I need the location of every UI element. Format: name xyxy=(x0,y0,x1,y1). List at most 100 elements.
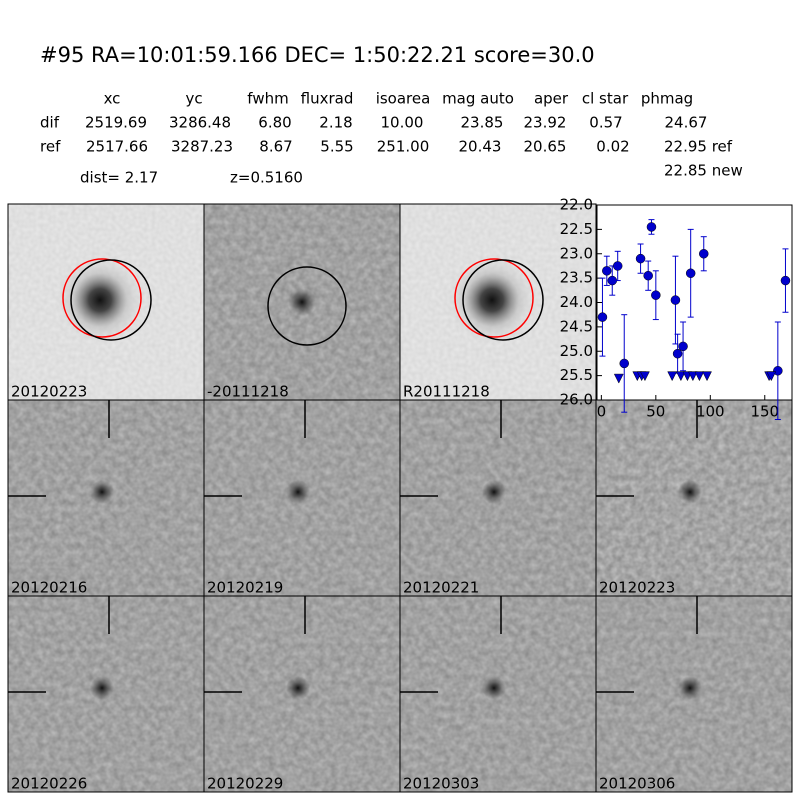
cell: 22.95 ref xyxy=(664,138,733,156)
column-header: xc xyxy=(104,90,121,108)
column-header: mag auto xyxy=(442,90,514,108)
row-label: dif xyxy=(40,114,60,132)
cell: 24.67 xyxy=(665,114,708,132)
circle-red xyxy=(454,258,534,338)
source xyxy=(447,255,537,345)
stamp: -20111218 xyxy=(203,203,401,401)
x-tick-label: 150 xyxy=(750,403,779,421)
detection xyxy=(678,341,688,352)
stamp-label: 20120306 xyxy=(599,775,675,793)
cell: 3287.23 xyxy=(171,138,233,156)
cell: 5.55 xyxy=(320,138,353,156)
dist: dist= 2.17 xyxy=(80,169,158,187)
upper-limit xyxy=(702,371,712,382)
note: 22.85 new xyxy=(664,162,743,180)
cell: 2517.66 xyxy=(86,138,148,156)
y-tick-label: 24.0 xyxy=(560,293,593,311)
stamp-label: 20120229 xyxy=(207,775,283,793)
y-tick-label: 24.5 xyxy=(560,317,593,335)
stamp: 20120226 xyxy=(7,595,205,793)
detection xyxy=(651,290,661,300)
detection xyxy=(602,266,612,276)
detection xyxy=(646,222,657,232)
x-tick-label: 50 xyxy=(646,403,665,421)
cell: 23.92 xyxy=(524,114,567,132)
stamp-label: 20120216 xyxy=(11,579,87,597)
x-tick-label: 0 xyxy=(597,403,607,421)
stamp-label: 20120223 xyxy=(599,579,675,597)
column-header: cl star xyxy=(582,90,629,108)
circle-black xyxy=(267,266,347,346)
detection xyxy=(699,249,709,259)
circle-red xyxy=(62,258,142,338)
cell: 0.02 xyxy=(596,138,629,156)
cell: 10.00 xyxy=(381,114,424,132)
stamp-label: 20120221 xyxy=(403,579,479,597)
stamp-label: 20120303 xyxy=(403,775,479,793)
column-header: aper xyxy=(534,90,569,108)
y-tick-label: 22.0 xyxy=(560,196,593,214)
stamp: 20120223 xyxy=(595,399,793,597)
cell: 6.80 xyxy=(258,114,291,132)
cell: 2519.69 xyxy=(85,114,147,132)
detection xyxy=(685,268,696,278)
upper-limit xyxy=(766,371,777,382)
upper-limit xyxy=(694,371,705,382)
stamp: 20120306 xyxy=(595,595,793,793)
source xyxy=(90,480,114,504)
circle-black xyxy=(462,259,544,341)
source xyxy=(286,676,310,700)
cell: 20.65 xyxy=(524,138,567,156)
source xyxy=(55,255,145,345)
column-header: isoarea xyxy=(376,90,431,108)
stamp: 20120223 xyxy=(7,203,205,401)
source xyxy=(678,676,702,700)
stamp-frame xyxy=(595,595,793,793)
cell: 3286.48 xyxy=(169,114,231,132)
cell: 0.57 xyxy=(589,114,622,132)
detection xyxy=(612,261,623,271)
y-tick-label: 23.5 xyxy=(560,269,593,287)
upper-limit xyxy=(640,371,650,382)
cell: 20.43 xyxy=(459,138,502,156)
upper-limit xyxy=(675,371,686,382)
redshift: z=0.5160 xyxy=(230,169,303,187)
upper-limit xyxy=(613,373,624,384)
cell: 251.00 xyxy=(377,138,430,156)
cell: 23.85 xyxy=(461,114,504,132)
source xyxy=(482,480,506,504)
detection xyxy=(780,275,791,286)
y-tick-label: 25.0 xyxy=(560,342,593,360)
stamp-label: 20120223 xyxy=(11,383,87,401)
stamp-label: R20111218 xyxy=(403,383,490,401)
detection xyxy=(670,295,681,305)
stamp: 20120303 xyxy=(399,595,597,793)
detection xyxy=(773,366,783,376)
detection xyxy=(635,253,646,264)
y-tick-label: 25.5 xyxy=(560,366,593,384)
x-tick-label: 100 xyxy=(696,403,725,421)
cell: 2.18 xyxy=(319,114,352,132)
stamp-label: 20120219 xyxy=(207,579,283,597)
stamp-label: 20120226 xyxy=(11,775,87,793)
stamp: 20120229 xyxy=(203,595,401,793)
detection xyxy=(672,348,683,359)
upper-limit xyxy=(667,371,678,382)
y-tick-label: 22.5 xyxy=(560,220,593,238)
stamp: 20120221 xyxy=(399,399,597,597)
source xyxy=(90,676,114,700)
detection xyxy=(643,270,653,281)
cell: 8.67 xyxy=(259,138,292,156)
y-tick-label: 23.0 xyxy=(560,244,593,262)
source xyxy=(678,480,702,504)
detection xyxy=(597,312,608,322)
row-label: ref xyxy=(40,138,61,156)
source xyxy=(482,676,506,700)
y-tick-label: 26.0 xyxy=(560,391,593,409)
column-header: fluxrad xyxy=(301,90,354,108)
title: #95 RA=10:01:59.166 DEC= 1:50:22.21 scor… xyxy=(40,43,595,67)
stamp: 20120216 xyxy=(7,399,205,597)
stamp: R20111218 xyxy=(399,203,597,401)
column-header: yc xyxy=(185,90,202,108)
